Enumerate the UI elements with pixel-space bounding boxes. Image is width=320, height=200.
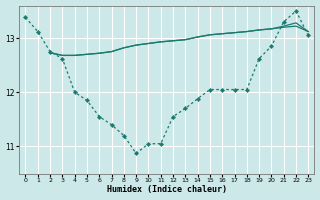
X-axis label: Humidex (Indice chaleur): Humidex (Indice chaleur) bbox=[107, 185, 227, 194]
